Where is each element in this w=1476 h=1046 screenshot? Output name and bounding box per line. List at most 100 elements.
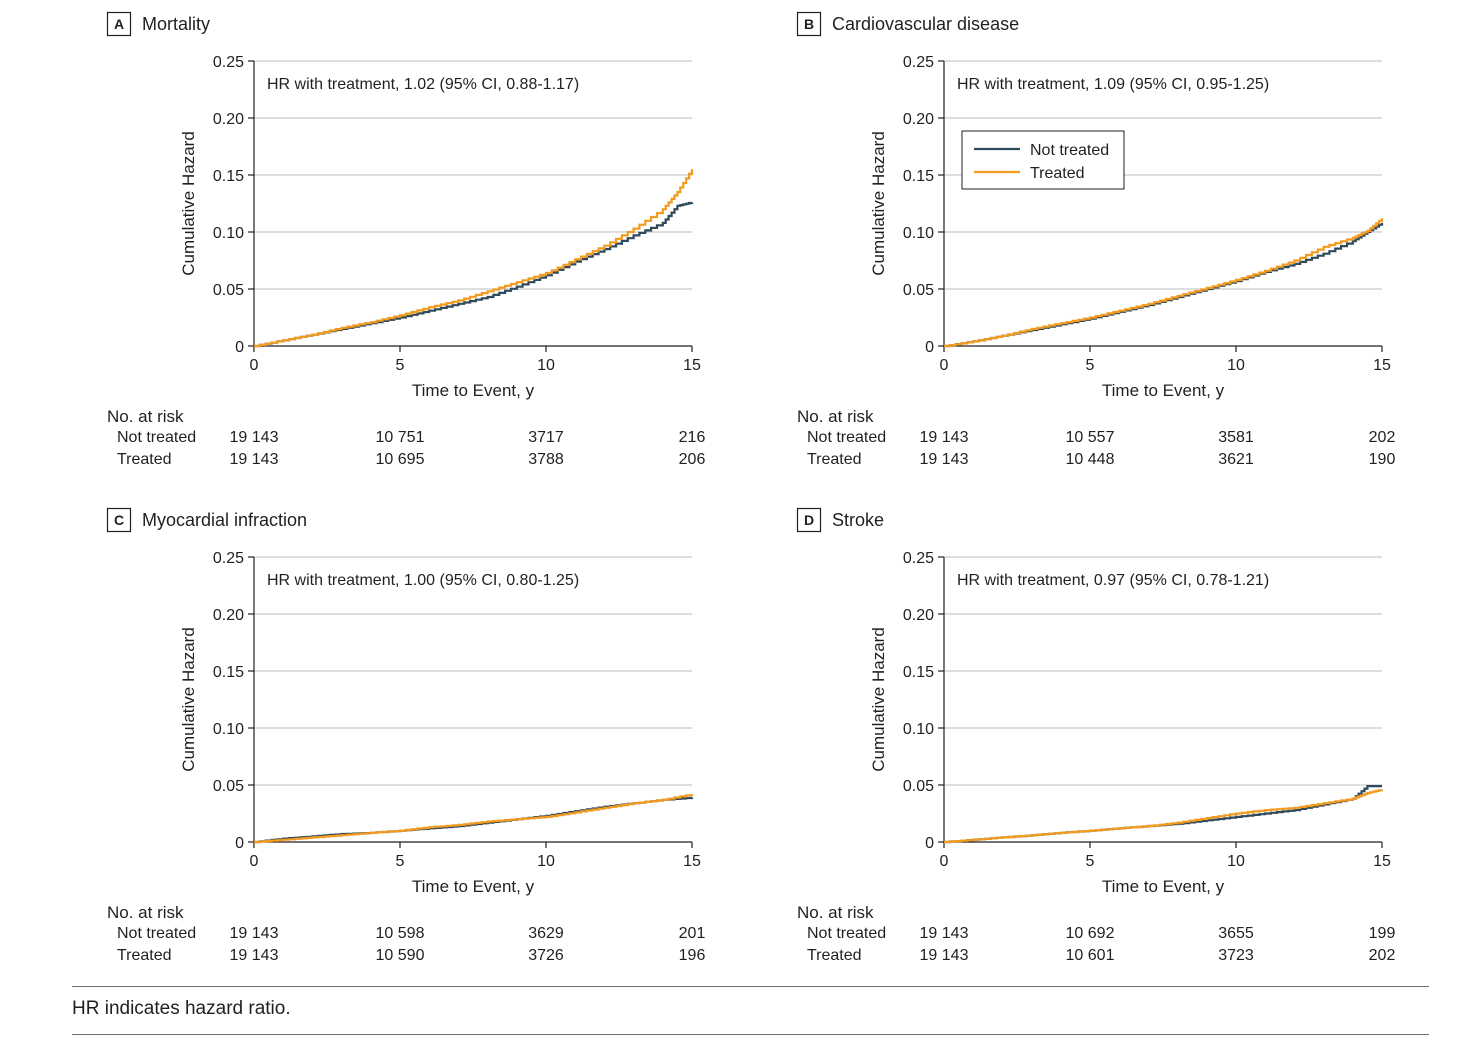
legend-label: Not treated <box>1030 142 1109 159</box>
at-risk-value: 206 <box>679 451 706 468</box>
at-risk-heading: No. at risk <box>797 903 874 922</box>
at-risk-row-label: Not treated <box>117 925 196 942</box>
y-axis-label: Cumulative Hazard <box>179 627 198 772</box>
panel-c: C Myocardial infraction 0 0.05 0.10 0.15 0.20 0… <box>106 507 706 964</box>
y-tick-label: 0.15 <box>213 664 244 681</box>
at-risk-value: 3788 <box>528 451 564 468</box>
x-tick-label: 0 <box>250 853 259 870</box>
y-tick-label: 0.10 <box>903 721 934 738</box>
legend-box <box>961 130 1125 190</box>
panel-title: Myocardial infraction <box>142 510 307 530</box>
hr-annotation: HR with treatment, 1.02 (95% CI, 0.88-1.… <box>267 76 579 93</box>
x-tick-label: 15 <box>683 357 701 374</box>
at-risk-value: 10 590 <box>376 947 425 964</box>
y-tick-label: 0.20 <box>213 607 244 624</box>
at-risk-value: 19 143 <box>230 947 279 964</box>
y-tick-label: 0.10 <box>213 225 244 242</box>
x-tick-label: 5 <box>1086 357 1095 374</box>
panel-letter-box <box>106 11 132 37</box>
y-axis-label: Cumulative Hazard <box>869 131 888 276</box>
at-risk-value: 10 598 <box>376 925 425 942</box>
at-risk-row-label: Not treated <box>807 925 886 942</box>
at-risk-value: 3723 <box>1218 947 1254 964</box>
x-tick-label: 10 <box>1227 357 1245 374</box>
at-risk-row-label: Treated <box>807 947 862 964</box>
y-tick-label: 0.05 <box>903 282 934 299</box>
y-tick-label: 0.10 <box>213 721 244 738</box>
at-risk-value: 202 <box>1369 429 1396 446</box>
y-tick-label: 0.15 <box>213 168 244 185</box>
at-risk-value: 3621 <box>1218 451 1254 468</box>
panel-letter-box <box>106 507 132 533</box>
series-line-treated <box>944 789 1384 844</box>
at-risk-value: 3581 <box>1218 429 1254 446</box>
series-line-not-treated <box>944 785 1382 844</box>
panel-letter: A <box>114 16 124 32</box>
at-risk-value: 10 751 <box>376 429 425 446</box>
at-risk-value: 196 <box>679 947 706 964</box>
at-risk-value: 19 143 <box>920 925 969 942</box>
x-tick-label: 15 <box>683 853 701 870</box>
panel-letter-box <box>796 11 822 37</box>
footnote-top-rule <box>72 986 1429 987</box>
panel-d: D Stroke 0 0.05 0.10 0.15 0.20 0.25 0 5 10 15 Time t… <box>796 507 1396 964</box>
y-tick-label: 0.20 <box>903 111 934 128</box>
at-risk-value: 190 <box>1369 451 1396 468</box>
y-tick-label: 0.05 <box>903 778 934 795</box>
series-line-not-treated <box>944 222 1384 348</box>
at-risk-value: 19 143 <box>920 429 969 446</box>
y-tick-label: 0.25 <box>903 54 934 71</box>
at-risk-value: 216 <box>679 429 706 446</box>
panel-a: A Mortality 0 0.05 0.10 0.15 0.20 0.25 0 5 10 15 Tim… <box>106 11 706 468</box>
x-tick-label: 5 <box>396 853 405 870</box>
y-tick-label: 0 <box>235 835 244 852</box>
y-tick-label: 0.10 <box>903 225 934 242</box>
series-line-treated <box>944 218 1384 348</box>
x-tick-label: 15 <box>1373 357 1391 374</box>
y-tick-label: 0.05 <box>213 778 244 795</box>
panel-b: B Cardiovascular disease 0 0.05 0.10 0.15 0.20… <box>796 11 1396 468</box>
at-risk-value: 3655 <box>1218 925 1254 942</box>
at-risk-value: 201 <box>679 925 706 942</box>
x-axis-label: Time to Event, y <box>1102 381 1225 400</box>
at-risk-value: 3726 <box>528 947 564 964</box>
y-tick-label: 0.15 <box>903 168 934 185</box>
hr-annotation: HR with treatment, 1.09 (95% CI, 0.95-1.… <box>957 76 1269 93</box>
footnote-bottom-rule <box>72 1034 1429 1035</box>
x-tick-label: 5 <box>396 357 405 374</box>
y-tick-label: 0.20 <box>903 607 934 624</box>
x-tick-label: 5 <box>1086 853 1095 870</box>
at-risk-row-label: Not treated <box>117 429 196 446</box>
series-line-treated <box>254 794 694 844</box>
series-line-not-treated <box>254 201 694 348</box>
at-risk-heading: No. at risk <box>797 407 874 426</box>
panel-letter-box <box>796 507 822 533</box>
x-tick-label: 15 <box>1373 853 1391 870</box>
x-tick-label: 10 <box>537 357 555 374</box>
y-tick-label: 0.05 <box>213 282 244 299</box>
footnote: HR indicates hazard ratio. <box>72 998 291 1019</box>
panel-letter: B <box>804 16 814 32</box>
panel-letter: C <box>114 512 124 528</box>
panel-title: Mortality <box>142 14 210 34</box>
at-risk-value: 19 143 <box>230 925 279 942</box>
at-risk-row-label: Treated <box>117 451 172 468</box>
y-tick-label: 0.20 <box>213 111 244 128</box>
series-line-treated <box>254 169 694 348</box>
at-risk-heading: No. at risk <box>107 407 184 426</box>
x-axis-label: Time to Event, y <box>1102 877 1225 896</box>
at-risk-heading: No. at risk <box>107 903 184 922</box>
at-risk-value: 10 692 <box>1066 925 1115 942</box>
x-axis-label: Time to Event, y <box>412 877 535 896</box>
at-risk-value: 10 601 <box>1066 947 1115 964</box>
at-risk-value: 3717 <box>528 429 564 446</box>
at-risk-value: 10 695 <box>376 451 425 468</box>
panel-title: Cardiovascular disease <box>832 14 1019 34</box>
at-risk-value: 10 448 <box>1066 451 1115 468</box>
panel-title: Stroke <box>832 510 884 530</box>
at-risk-value: 202 <box>1369 947 1396 964</box>
y-tick-label: 0 <box>925 835 934 852</box>
at-risk-value: 19 143 <box>230 451 279 468</box>
at-risk-value: 199 <box>1369 925 1396 942</box>
